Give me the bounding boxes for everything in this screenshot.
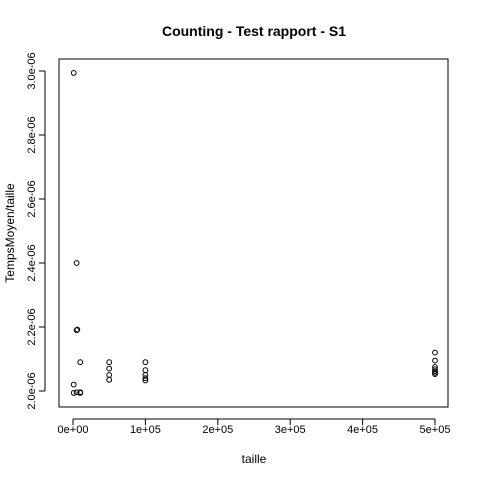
data-point [142, 372, 149, 378]
data-point [142, 375, 149, 382]
data-point [432, 364, 438, 370]
x-tick-label: 5e+05 [420, 424, 451, 436]
data-point [432, 371, 438, 377]
data-point [106, 365, 113, 372]
x-tick-label: 4e+05 [347, 424, 378, 436]
data-point [73, 327, 80, 334]
data-point [106, 359, 113, 366]
x-axis-label: taille [242, 452, 267, 466]
data-point [73, 260, 80, 266]
data-point [77, 390, 84, 396]
data-point [142, 359, 149, 366]
data-point [70, 381, 77, 388]
y-tick-label: 2.8e-06 [26, 116, 38, 153]
y-axis-label: TempsMoyen/taille [3, 183, 17, 283]
y-axis: 2.0e-06 2.2e-06 2.4e-06 2.6e-06 2.8e-06 3.0e-… [26, 52, 46, 410]
data-point [432, 357, 438, 364]
data-point [432, 349, 438, 356]
data-points [70, 70, 438, 396]
data-point [142, 377, 149, 384]
x-tick-label: 3e+05 [275, 424, 306, 436]
x-tick-label: 2e+05 [202, 424, 233, 436]
data-point [77, 359, 84, 366]
data-point [74, 326, 81, 333]
y-tick-label: 3.0e-06 [26, 52, 38, 89]
y-tick-label: 2.2e-06 [26, 308, 38, 345]
x-axis: 0e+00 1e+05 2e+05 3e+05 4e+05 5e+05 [58, 418, 451, 436]
x-tick-label: 0e+00 [58, 424, 89, 436]
data-point [106, 376, 113, 383]
plot-frame [58, 58, 449, 408]
x-tick-label: 1e+05 [130, 424, 161, 436]
chart-title: Counting - Test rapport - S1 [162, 23, 346, 39]
data-point [106, 372, 113, 378]
data-point [70, 70, 77, 76]
data-point [142, 367, 149, 374]
y-tick-label: 2.4e-06 [26, 244, 38, 281]
y-tick-label: 2.0e-06 [26, 372, 38, 409]
y-tick-label: 2.6e-06 [26, 180, 38, 217]
data-point [70, 390, 77, 396]
data-point [73, 389, 80, 396]
